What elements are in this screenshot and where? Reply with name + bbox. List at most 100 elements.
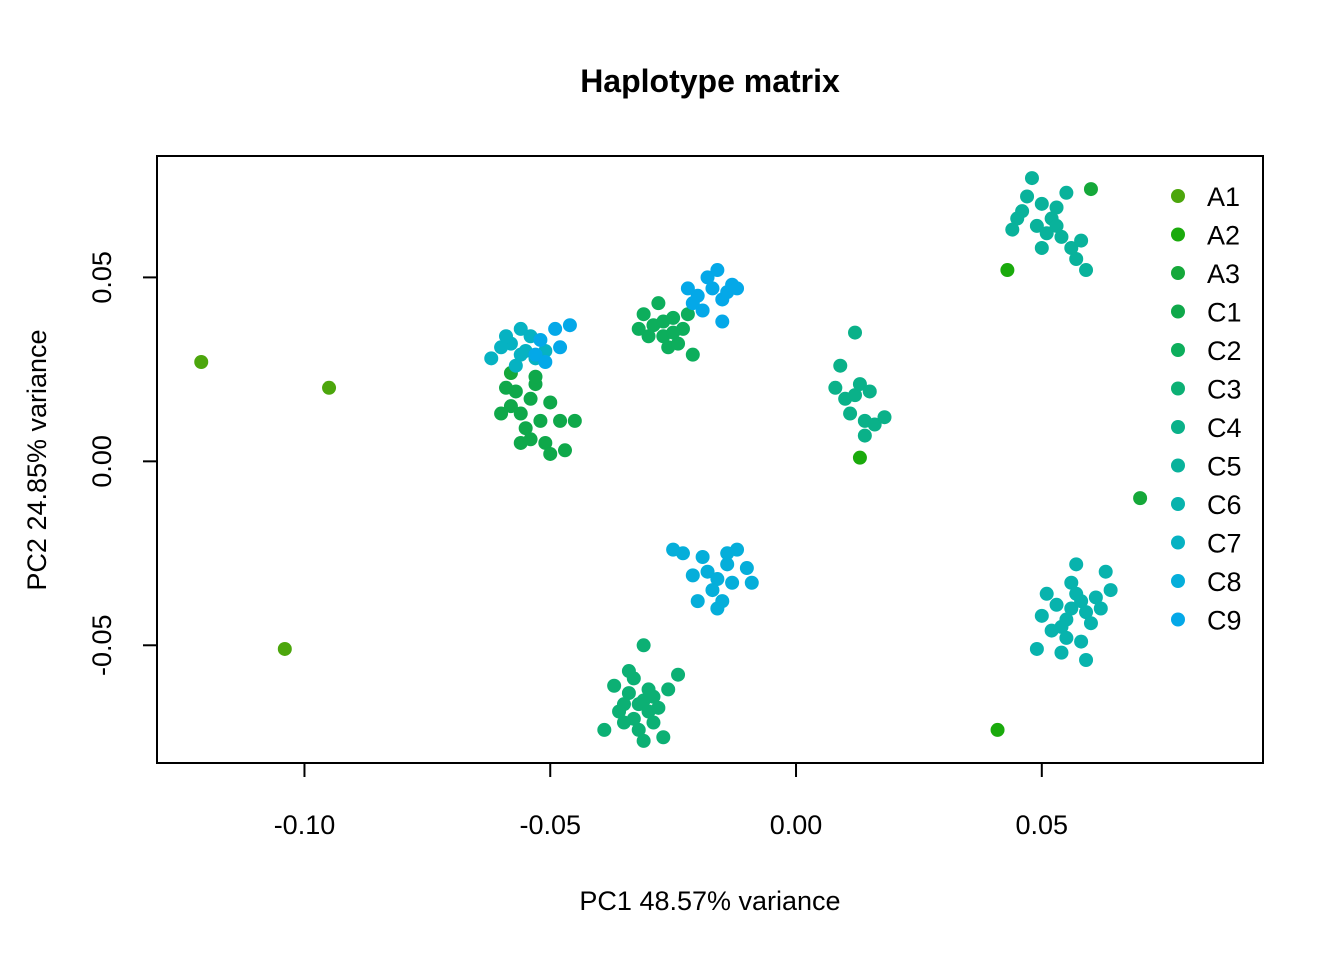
data-point-c5 [1049, 200, 1064, 215]
data-point-c6 [1044, 623, 1059, 638]
data-point-a2 [1000, 263, 1015, 278]
data-point-c1 [567, 413, 582, 428]
data-point-c9 [705, 281, 720, 296]
data-point-a3 [1083, 182, 1098, 197]
data-point-c3 [612, 704, 627, 719]
y-tick-label: 0.00 [87, 435, 117, 488]
legend-marker-c9 [1171, 612, 1185, 627]
legend-label-c7: C7 [1207, 529, 1242, 559]
legend-label-a1: A1 [1207, 182, 1240, 212]
data-point-c1 [523, 391, 538, 406]
data-point-c1 [528, 369, 543, 384]
data-point-c5 [1029, 218, 1044, 233]
data-point-c5 [1020, 189, 1035, 204]
data-point-c9 [528, 347, 543, 362]
y-tick-label: 0.05 [87, 251, 117, 304]
data-point-c9 [548, 321, 563, 336]
data-point-c2 [641, 329, 656, 344]
legend-marker-c5 [1171, 458, 1185, 473]
data-point-c3 [656, 730, 671, 745]
data-point-c8 [666, 542, 681, 557]
data-point-c9 [538, 355, 553, 370]
legend-marker-c6 [1171, 497, 1185, 511]
data-point-c3 [626, 671, 641, 686]
data-point-c2 [671, 336, 686, 351]
legend-label-a3: A3 [1207, 259, 1240, 289]
data-point-c6 [1029, 641, 1044, 656]
data-point-c1 [494, 406, 509, 421]
legend-marker-a2 [1171, 227, 1185, 242]
data-point-c6 [1054, 645, 1069, 660]
data-point-a3 [1133, 491, 1148, 506]
data-point-c8 [690, 594, 705, 609]
data-point-c9 [553, 340, 568, 355]
data-point-c9 [700, 270, 715, 285]
data-point-c6 [1064, 601, 1079, 616]
data-point-c8 [744, 575, 759, 590]
data-point-c9 [685, 296, 700, 311]
plot-area-border [156, 155, 1264, 764]
data-point-a2 [852, 450, 867, 465]
data-point-c9 [680, 281, 695, 296]
data-point-c2 [656, 314, 671, 329]
data-point-c3 [597, 722, 612, 737]
data-point-c8 [695, 549, 710, 564]
data-point-c9 [710, 263, 725, 278]
data-point-a2 [990, 722, 1005, 737]
data-point-c8 [720, 557, 735, 572]
data-point-c7 [484, 351, 499, 366]
y-axis-label: PC2 24.85% variance [22, 329, 52, 590]
data-point-c5 [1074, 233, 1089, 248]
legend-label-c8: C8 [1207, 567, 1242, 597]
x-tick-label: 0.05 [1016, 810, 1069, 840]
legend-label-c9: C9 [1207, 606, 1242, 636]
data-point-c7 [508, 358, 523, 373]
data-point-c4 [843, 406, 858, 421]
data-point-c4 [833, 358, 848, 373]
data-point-c4 [852, 377, 867, 392]
data-point-c1 [523, 432, 538, 447]
data-point-c9 [533, 332, 548, 347]
data-point-c6 [1098, 564, 1113, 579]
y-tick-label: -0.05 [87, 615, 117, 677]
legend-marker-a3 [1171, 266, 1185, 280]
data-point-c5 [1064, 240, 1079, 255]
chart-title: Haplotype matrix [580, 63, 840, 99]
data-point-c3 [651, 700, 666, 715]
data-point-c3 [616, 715, 631, 730]
data-point-c5 [1059, 185, 1074, 200]
data-point-c8 [705, 583, 720, 598]
data-point-c5 [1034, 196, 1049, 211]
legend-marker-c3 [1171, 381, 1185, 396]
data-point-c5 [1054, 229, 1069, 244]
data-point-c6 [1103, 583, 1118, 598]
data-point-c7 [499, 329, 514, 344]
data-point-a1 [322, 380, 337, 395]
data-point-c4 [877, 410, 892, 425]
data-point-c1 [499, 380, 514, 395]
data-point-a1 [194, 355, 209, 370]
data-point-c5 [1069, 252, 1084, 267]
data-point-c3 [636, 638, 651, 653]
data-point-c8 [685, 568, 700, 583]
data-point-c3 [671, 667, 686, 682]
legend-label-c5: C5 [1207, 452, 1242, 482]
data-point-c1 [553, 413, 568, 428]
data-point-c4 [848, 325, 863, 340]
data-point-c5 [1079, 263, 1094, 278]
data-point-c5 [1005, 222, 1020, 237]
data-point-c9 [730, 281, 745, 296]
legend-label-c4: C4 [1207, 413, 1242, 443]
data-point-c5 [1010, 211, 1025, 226]
data-point-c4 [828, 380, 843, 395]
data-point-c3 [607, 678, 622, 693]
data-point-a1 [277, 641, 292, 656]
data-point-c2 [651, 296, 666, 311]
legend-label-a2: A2 [1207, 221, 1240, 251]
data-point-c6 [1064, 575, 1079, 590]
data-point-c4 [848, 388, 863, 403]
legend-marker-c2 [1171, 343, 1185, 357]
data-point-c6 [1088, 590, 1103, 605]
data-point-c2 [685, 347, 700, 362]
